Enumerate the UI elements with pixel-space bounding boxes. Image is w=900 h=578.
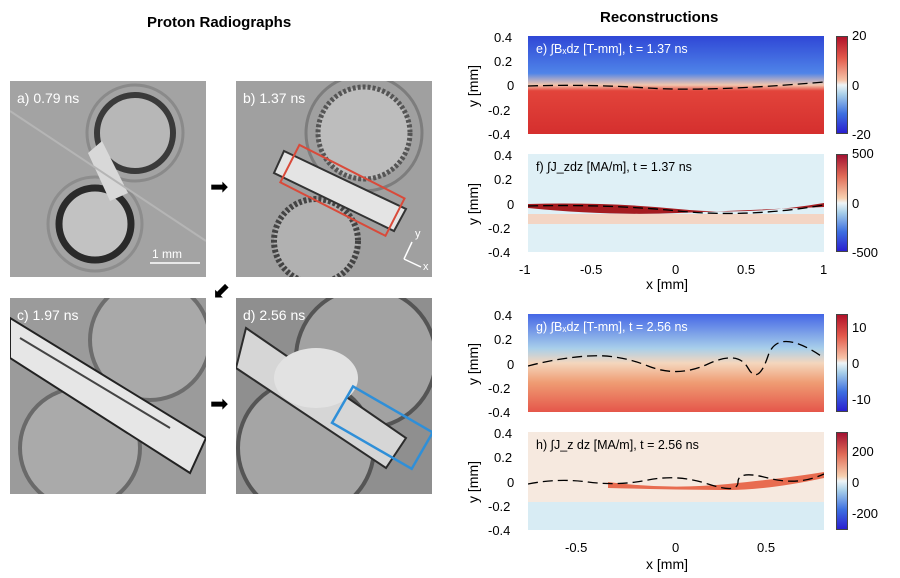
arrow-down-left: ⬋ bbox=[212, 278, 231, 303]
radiograph-d-label: d) 2.56 ns bbox=[243, 307, 306, 323]
radiograph-c-label: c) 1.97 ns bbox=[17, 307, 79, 323]
ylabel-f: y [mm] bbox=[465, 183, 481, 225]
colorbar-f-tick: 500 bbox=[852, 146, 874, 161]
ytick: 0.4 bbox=[494, 148, 513, 163]
arrow-right-bottom: ➡ bbox=[210, 391, 229, 416]
xtick: 0 bbox=[672, 540, 680, 555]
selection-box-blue bbox=[330, 384, 432, 471]
heatmap-e-plot bbox=[528, 36, 824, 134]
heatmap-g: g) ∫Bₓdz [T-mm], t = 2.56 ns bbox=[528, 314, 824, 412]
colorbar-f-tick: -500 bbox=[852, 245, 879, 260]
ytick: 0.2 bbox=[494, 54, 513, 69]
radiograph-a-label: a) 0.79 ns bbox=[17, 90, 80, 106]
radiograph-b-image bbox=[236, 81, 432, 277]
heatmap-h-plot bbox=[528, 432, 824, 530]
ytick: 0 bbox=[507, 78, 515, 93]
xlabel-bottom: x [mm] bbox=[646, 556, 688, 572]
heatmap-g-plot bbox=[528, 314, 824, 412]
ytick: -0.4 bbox=[488, 245, 511, 260]
radiograph-c-image bbox=[10, 298, 206, 494]
ylabel-g: y [mm] bbox=[465, 343, 481, 385]
ylabel-e: y [mm] bbox=[465, 65, 481, 107]
ytick: 0.4 bbox=[494, 30, 513, 45]
radiographs-title: Proton Radiographs bbox=[147, 14, 292, 31]
colorbar-e-tick: 20 bbox=[852, 28, 867, 43]
axis-x-label: x bbox=[423, 261, 429, 273]
axis-y-label: y bbox=[415, 228, 421, 240]
ytick: 0 bbox=[507, 475, 515, 490]
colorbar-f-tick: 0 bbox=[852, 196, 860, 211]
xtick: 0.5 bbox=[757, 540, 776, 555]
selection-box-red bbox=[278, 143, 406, 238]
colorbar-e-tick: 0 bbox=[852, 78, 860, 93]
xtick: 0.5 bbox=[737, 262, 756, 277]
radiograph-d-image bbox=[236, 298, 432, 494]
ytick: 0 bbox=[507, 357, 515, 372]
colorbar-h-tick: 200 bbox=[852, 444, 874, 459]
radiograph-a-image bbox=[10, 81, 206, 277]
radiograph-a: a) 0.79 ns 1 mm bbox=[10, 81, 206, 277]
ytick: 0.2 bbox=[494, 332, 513, 347]
heatmap-e: e) ∫Bₓdz [T-mm], t = 1.37 ns bbox=[528, 36, 824, 134]
ytick: 0 bbox=[507, 197, 515, 212]
scale-bar-label: 1 mm bbox=[152, 247, 182, 261]
xtick: -0.5 bbox=[580, 262, 603, 277]
colorbar-f bbox=[836, 154, 848, 252]
heatmap-h: h) ∫J_z dz [MA/m], t = 2.56 ns bbox=[528, 432, 824, 530]
heatmap-f-label: f) ∫J_zdz [MA/m], t = 1.37 ns bbox=[536, 160, 692, 174]
ytick: -0.4 bbox=[488, 405, 511, 420]
colorbar-g-tick: 10 bbox=[852, 320, 867, 335]
radiograph-d: d) 2.56 ns bbox=[236, 298, 432, 494]
xtick: -1 bbox=[519, 262, 531, 277]
colorbar-h-tick: 0 bbox=[852, 475, 860, 490]
ytick: -0.2 bbox=[488, 381, 511, 396]
ytick: -0.4 bbox=[488, 523, 511, 538]
heatmap-f-plot bbox=[528, 154, 824, 252]
colorbar-g bbox=[836, 314, 848, 412]
xtick: 0 bbox=[672, 262, 680, 277]
colorbar-g-tick: 0 bbox=[852, 356, 860, 371]
heatmap-h-label: h) ∫J_z dz [MA/m], t = 2.56 ns bbox=[536, 438, 699, 452]
heatmap-f: f) ∫J_zdz [MA/m], t = 1.37 ns bbox=[528, 154, 824, 252]
heatmap-g-label: g) ∫Bₓdz [T-mm], t = 2.56 ns bbox=[536, 320, 688, 334]
ytick: 0.2 bbox=[494, 450, 513, 465]
ytick: 0.4 bbox=[494, 426, 513, 441]
ytick: 0.2 bbox=[494, 172, 513, 187]
colorbar-e-tick: -20 bbox=[852, 127, 871, 142]
ytick: -0.2 bbox=[488, 499, 511, 514]
arrow-right-top: ➡ bbox=[210, 174, 229, 199]
colorbar-h-tick: -200 bbox=[852, 506, 879, 521]
radiograph-c: c) 1.97 ns bbox=[10, 298, 206, 494]
reconstructions-title: Reconstructions bbox=[600, 9, 719, 26]
radiograph-b-label: b) 1.37 ns bbox=[243, 90, 306, 106]
xlabel-top: x [mm] bbox=[646, 276, 688, 292]
ytick: -0.2 bbox=[488, 221, 511, 236]
xtick: 1 bbox=[820, 262, 828, 277]
radiograph-b: b) 1.37 ns y x bbox=[236, 81, 432, 277]
colorbar-g-tick: -10 bbox=[852, 392, 871, 407]
ytick: 0.4 bbox=[494, 308, 513, 323]
xtick: -0.5 bbox=[565, 540, 588, 555]
colorbar-e bbox=[836, 36, 848, 134]
ytick: -0.4 bbox=[488, 127, 511, 142]
ytick: -0.2 bbox=[488, 103, 511, 118]
colorbar-h bbox=[836, 432, 848, 530]
heatmap-e-label: e) ∫Bₓdz [T-mm], t = 1.37 ns bbox=[536, 42, 688, 56]
ylabel-h: y [mm] bbox=[465, 461, 481, 503]
